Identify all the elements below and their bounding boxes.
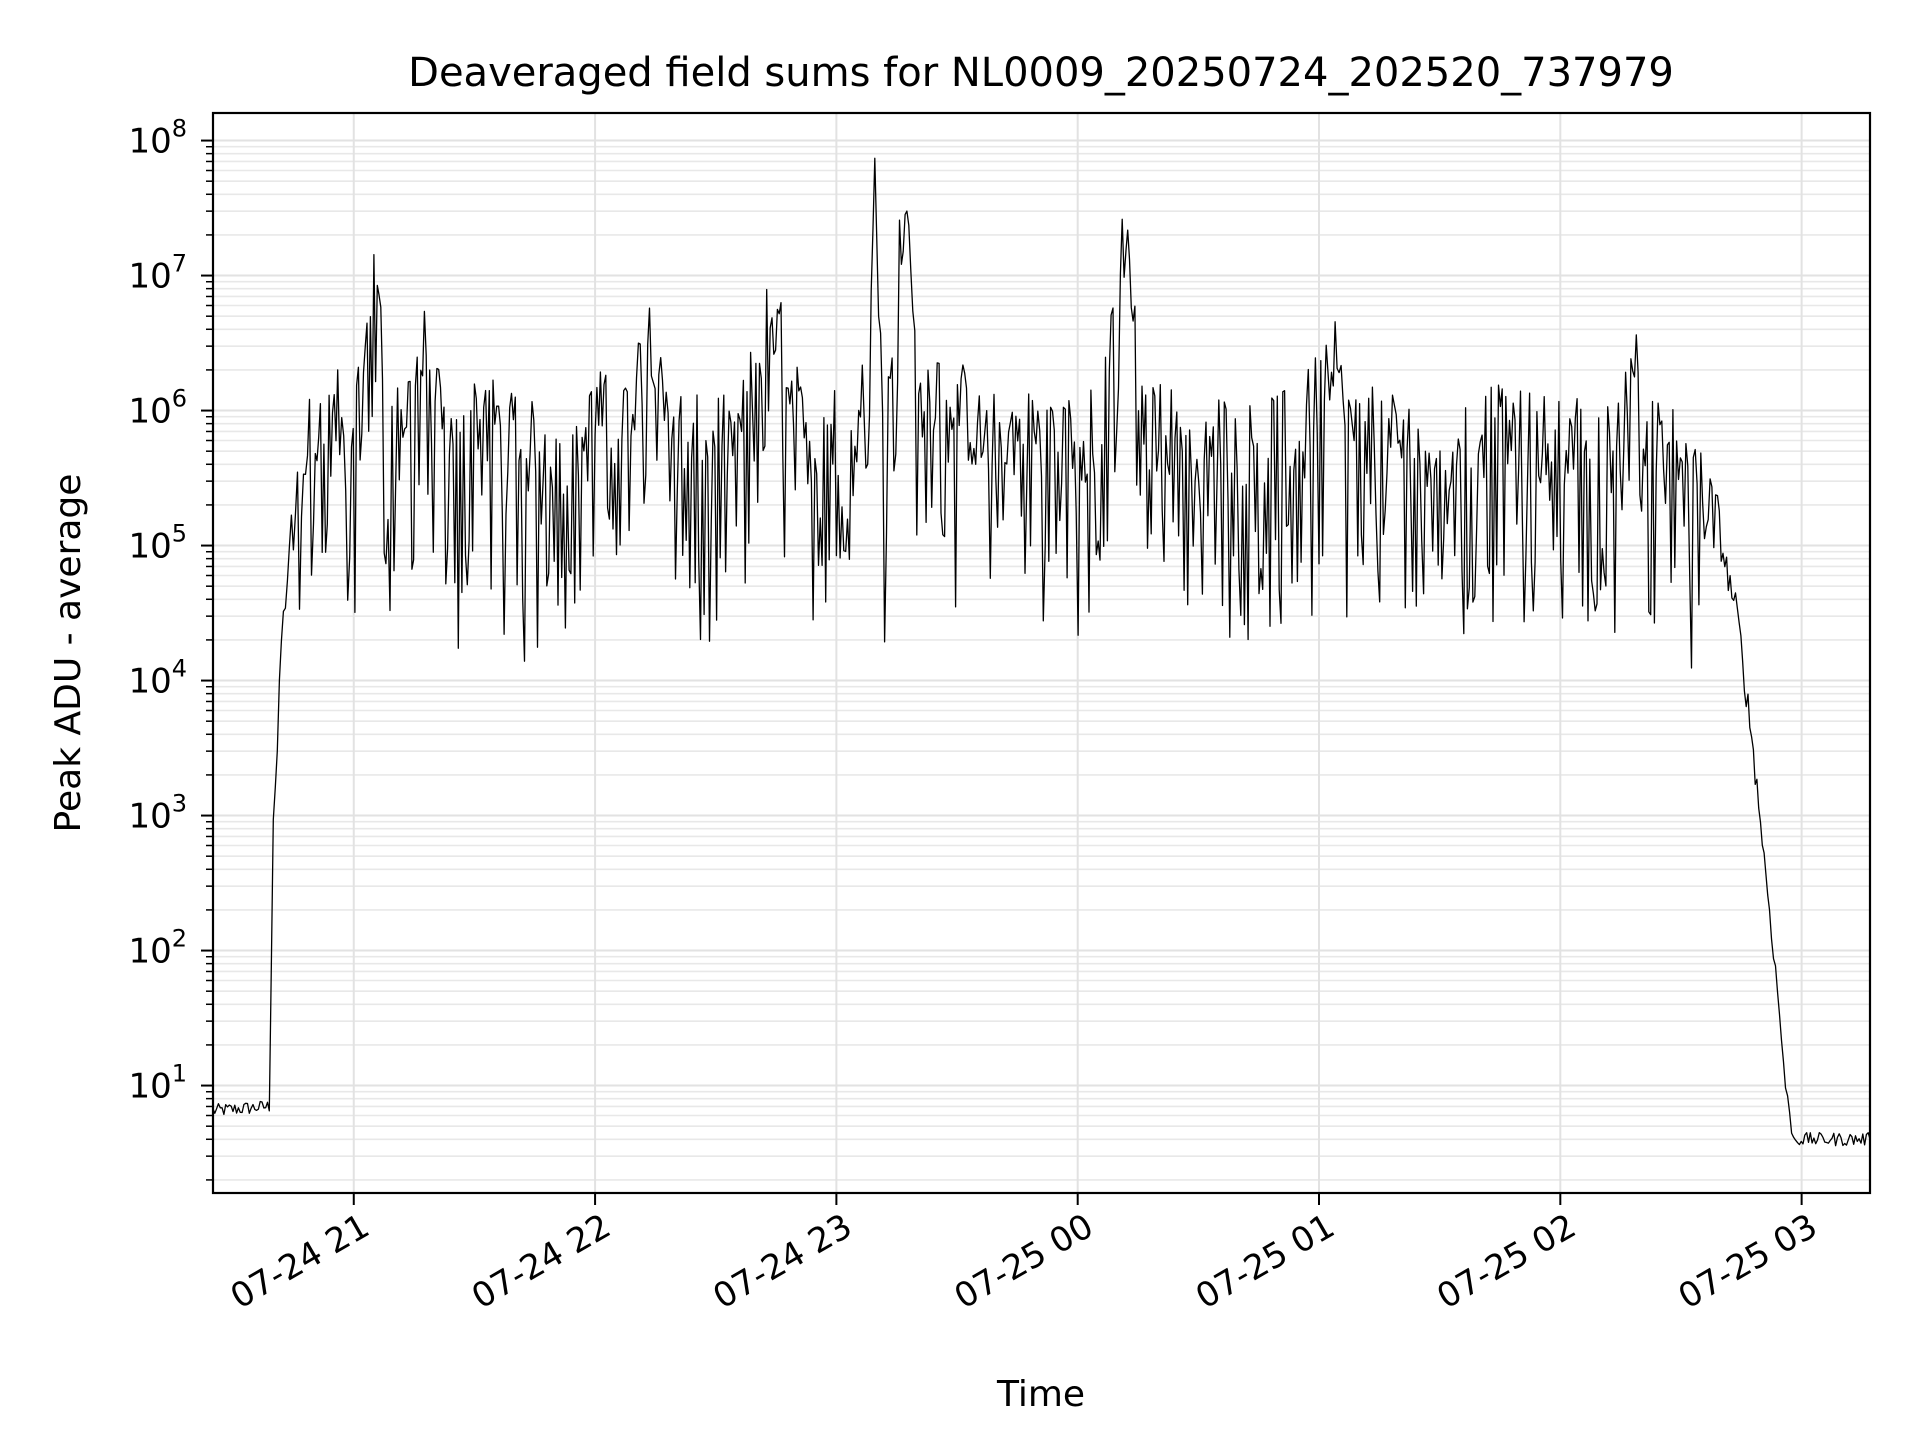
x-tick-label: 07-25 02	[1430, 1206, 1582, 1317]
series-line	[212, 157, 1871, 1147]
x-tick-label: 07-24 22	[465, 1206, 617, 1317]
x-axis-label: Time	[996, 1374, 1085, 1415]
y-axis: 101 102 103 104 105 106 107 108	[128, 115, 213, 1181]
y-tick-label: 102	[128, 925, 187, 972]
x-tick-label: 07-25 01	[1189, 1206, 1341, 1317]
y-tick-label: 104	[128, 655, 187, 702]
plot-frame	[211, 111, 1872, 1195]
grid	[213, 113, 1870, 1193]
x-axis: 07-24 21 07-24 22 07-24 23 07-25 00 07-25 01…	[224, 1193, 1824, 1317]
x-tick-label: 07-25 00	[948, 1206, 1100, 1317]
x-tick-label: 07-25 03	[1672, 1206, 1824, 1317]
y-tick-label: 107	[128, 250, 187, 297]
y-tick-label: 101	[128, 1060, 187, 1107]
y-tick-label: 106	[128, 385, 187, 432]
chart-title: Deaveraged field sums for NL0009_2025072…	[408, 50, 1674, 96]
x-tick-label: 07-24 23	[706, 1206, 858, 1317]
y-tick-label: 108	[128, 115, 187, 162]
x-tick-label: 07-24 21	[224, 1206, 376, 1317]
y-axis-label: Peak ADU - average	[48, 474, 89, 833]
y-tick-label: 105	[128, 520, 187, 567]
y-tick-label: 103	[128, 790, 187, 837]
